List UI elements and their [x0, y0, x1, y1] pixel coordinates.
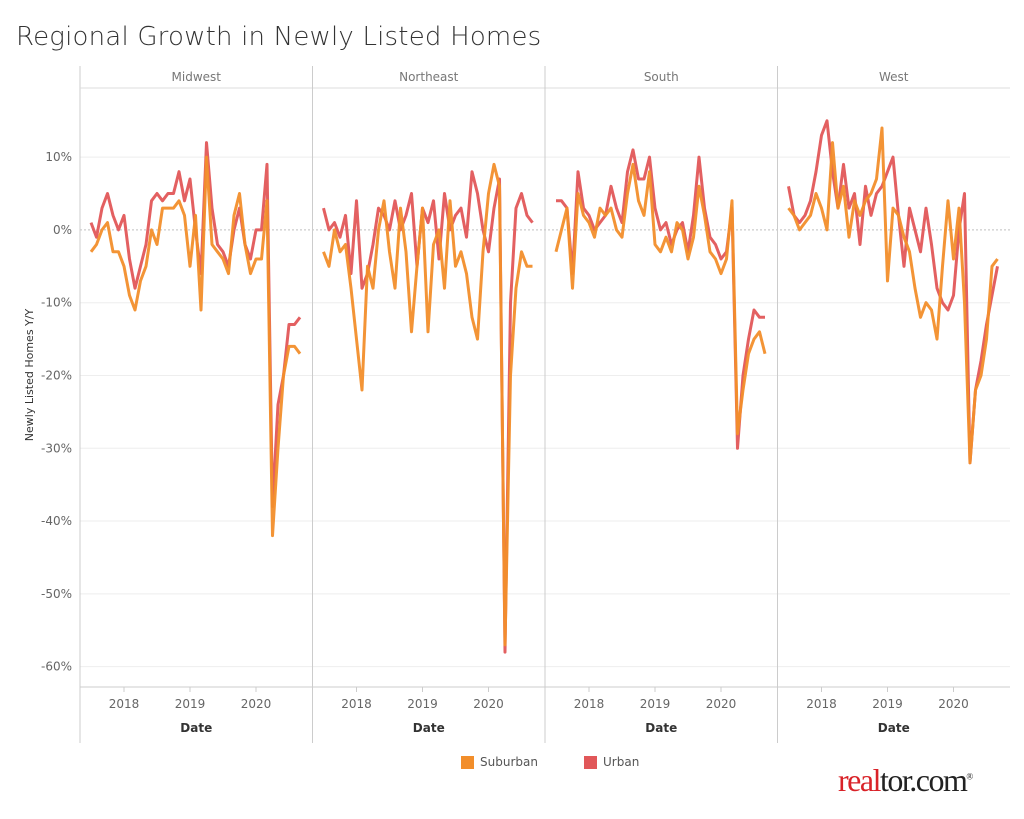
chart-title: Regional Growth in Newly Listed Homes [16, 22, 542, 52]
legend-swatch-suburban [461, 755, 474, 769]
logo-mark: ® [966, 771, 973, 782]
panel-header-midwest: Midwest [172, 70, 222, 84]
x-tick-label: 2018 [109, 697, 140, 711]
x-tick-label: 2018 [341, 697, 372, 711]
x-axis-title: Date [180, 721, 212, 735]
y-tick-label: 0% [53, 223, 72, 237]
logo-part: tor.com [879, 762, 968, 798]
x-tick-label: 2019 [640, 697, 671, 711]
y-tick-label: -30% [41, 441, 72, 455]
y-tick-label: -50% [41, 587, 72, 601]
legend-swatch-urban [584, 755, 597, 769]
series-line-west-urban [787, 119, 999, 465]
y-tick-label: -60% [41, 660, 72, 674]
legend-item-urban[interactable]: Urban [584, 755, 639, 769]
panel-header-northeast: Northeast [399, 70, 459, 84]
y-axis-title: Newly Listed Homes Y/Y [23, 309, 36, 442]
x-tick-label: 2020 [241, 697, 272, 711]
legend-label: Suburban [480, 755, 538, 769]
x-tick-label: 2019 [175, 697, 206, 711]
legend-label: Urban [603, 755, 640, 769]
y-tick-label: -40% [41, 514, 72, 528]
x-axis-title: Date [645, 721, 677, 735]
logo-part: real [838, 762, 881, 798]
y-tick-label: -10% [41, 296, 72, 310]
series-line-south-suburban [554, 162, 767, 436]
x-axis-title: Date [878, 721, 910, 735]
x-tick-label: 2019 [872, 697, 903, 711]
x-tick-label: 2020 [706, 697, 737, 711]
x-axis-title: Date [413, 721, 445, 735]
legend-item-suburban[interactable]: Suburban [461, 755, 538, 769]
x-tick-label: 2020 [473, 697, 504, 711]
series-line-northeast-urban [322, 170, 534, 654]
y-tick-label: -20% [41, 368, 72, 382]
x-tick-label: 2019 [407, 697, 438, 711]
series-line-northeast-suburban [322, 162, 533, 647]
x-tick-label: 2018 [574, 697, 605, 711]
realtor-logo: realtor.com® [838, 762, 973, 799]
x-tick-label: 2020 [938, 697, 969, 711]
y-tick-label: 10% [45, 150, 72, 164]
series-line-west-suburban [787, 126, 999, 465]
x-tick-label: 2018 [806, 697, 837, 711]
panel-header-west: West [879, 70, 909, 84]
series-line-midwest-suburban [89, 155, 302, 538]
panel-header-south: South [644, 70, 679, 84]
